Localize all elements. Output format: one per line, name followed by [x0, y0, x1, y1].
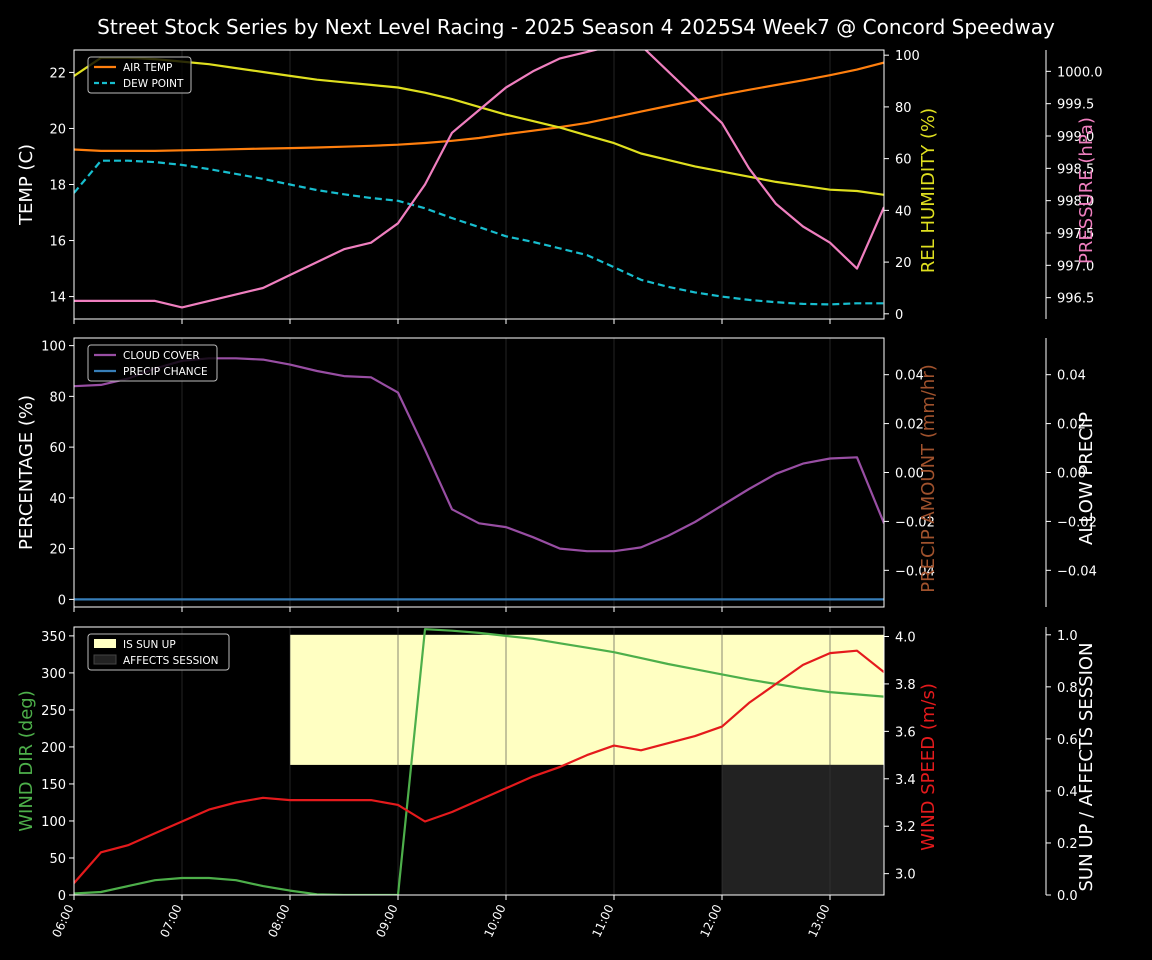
far-tick-label: 0.2 [1057, 837, 1078, 852]
right-tick-label: 0 [895, 308, 903, 323]
series-line-far-axis [74, 50, 884, 309]
panel-3: 0 50 100 150 200 250 300 350 3.0 3.2 3.4 3.6 3.8 4.0 0… [16, 626, 1097, 904]
far-axis-label: PRESSURE (hPa) [1076, 117, 1097, 264]
legend-label: IS SUN UP [123, 639, 176, 651]
far-tick-label: 997.0 [1057, 259, 1094, 274]
series-line-wind-dir [74, 628, 884, 895]
right-axis-label: PRECIP AMOUNT (mm/hr) [918, 364, 939, 593]
left-tick-label: 200 [41, 741, 66, 756]
right-tick-label: 80 [895, 101, 912, 116]
right-tick-label: 0.04 [895, 369, 924, 384]
far-axis-label: SUN UP / AFFECTS SESSION [1076, 642, 1097, 891]
legend: IS SUN UP AFFECTS SESSION [87, 633, 230, 671]
left-tick-label: 100 [41, 815, 66, 830]
left-axis-label: PERCENTAGE (%) [16, 395, 37, 550]
right-tick-label: 20 [895, 256, 912, 271]
far-tick-label: 997.5 [1057, 227, 1094, 242]
far-tick-label: 0.8 [1057, 681, 1078, 696]
left-tick-label: 300 [41, 667, 66, 682]
left-tick-label: 350 [41, 630, 66, 645]
far-tick-label: 996.5 [1057, 292, 1094, 307]
panel-1: 14 16 18 20 22 0 20 40 60 80 100 996.5 997.0 997.5 998… [16, 49, 1103, 324]
far-tick-label: 0.00 [1057, 467, 1086, 482]
far-tick-label: 998.5 [1057, 162, 1094, 177]
legend-label: DEW POINT [123, 78, 184, 90]
right-tick-label: 100 [895, 49, 920, 64]
far-tick-label: 0.0 [1057, 889, 1078, 904]
affects-session-region [722, 764, 884, 895]
left-tick-label: 20 [49, 122, 66, 137]
series-line-air-temp [74, 61, 884, 152]
far-tick-label: 999.0 [1057, 130, 1094, 145]
far-tick-label: 1.0 [1057, 629, 1078, 644]
left-tick-label: 60 [49, 441, 66, 456]
right-axis-label: REL HUMIDITY (%) [918, 108, 939, 273]
right-tick-label: 3.4 [895, 773, 916, 788]
left-tick-label: 0 [58, 593, 66, 608]
left-tick-label: 18 [49, 179, 66, 194]
far-tick-label: 0.6 [1057, 733, 1078, 748]
far-axis-label: ALLOW PRECIP [1076, 412, 1097, 545]
chart-title: Street Stock Series by Next Level Racing… [97, 15, 1055, 39]
far-tick-label: 999.5 [1057, 98, 1094, 113]
panel-2: 0 20 40 60 80 100 −0.04 −0.02 0.00 0.02 0.04 −0.04 −… [16, 337, 1097, 612]
right-tick-label: 3.0 [895, 868, 916, 883]
legend-swatch [93, 654, 117, 665]
right-tick-label: 4.0 [895, 630, 916, 645]
far-tick-label: −0.02 [1057, 515, 1097, 530]
right-tick-label: 3.6 [895, 725, 916, 740]
left-tick-label: 20 [49, 543, 66, 558]
left-tick-label: 16 [49, 235, 66, 250]
far-tick-label: 1000.0 [1057, 65, 1103, 80]
right-axis-label: WIND SPEED (m/s) [918, 683, 939, 851]
left-tick-label: 100 [41, 340, 66, 355]
legend-label: AFFECTS SESSION [123, 655, 219, 667]
right-tick-label: 60 [895, 153, 912, 168]
legend: CLOUD COVER PRECIP CHANCE [87, 344, 218, 382]
legend-label: PRECIP CHANCE [123, 366, 208, 378]
legend: AIR TEMP DEW POINT [87, 56, 192, 94]
legend-label: CLOUD COVER [123, 350, 200, 362]
right-tick-label: 0.00 [895, 467, 924, 482]
far-tick-label: −0.04 [1057, 564, 1097, 579]
right-tick-label: 3.2 [895, 820, 916, 835]
left-tick-label: 80 [49, 390, 66, 405]
left-tick-label: 150 [41, 778, 66, 793]
left-tick-label: 250 [41, 704, 66, 719]
left-tick-label: 22 [49, 66, 66, 81]
far-tick-label: 0.02 [1057, 418, 1086, 433]
left-tick-label: 0 [58, 889, 66, 904]
sun-up-region [290, 634, 884, 765]
far-tick-label: 0.04 [1057, 369, 1086, 384]
left-tick-label: 50 [49, 852, 66, 867]
far-tick-label: 998.0 [1057, 195, 1094, 210]
left-tick-label: 14 [49, 291, 66, 306]
plot-frame [73, 626, 885, 896]
left-axis-label: TEMP (C) [16, 144, 37, 226]
legend-swatch [94, 639, 116, 648]
right-tick-label: 40 [895, 204, 912, 219]
left-tick-label: 40 [49, 492, 66, 507]
left-axis-label: WIND DIR (deg) [16, 690, 37, 832]
right-tick-label: −0.02 [895, 515, 935, 530]
series-line-dew-point [74, 159, 884, 306]
right-tick-label: 0.02 [895, 418, 924, 433]
right-tick-label: −0.04 [895, 564, 935, 579]
series-line-right-axis [74, 56, 884, 196]
legend-label: AIR TEMP [123, 62, 172, 74]
far-tick-label: 0.4 [1057, 785, 1078, 800]
right-tick-label: 3.8 [895, 678, 916, 693]
series-line-wind-speed [74, 649, 884, 884]
